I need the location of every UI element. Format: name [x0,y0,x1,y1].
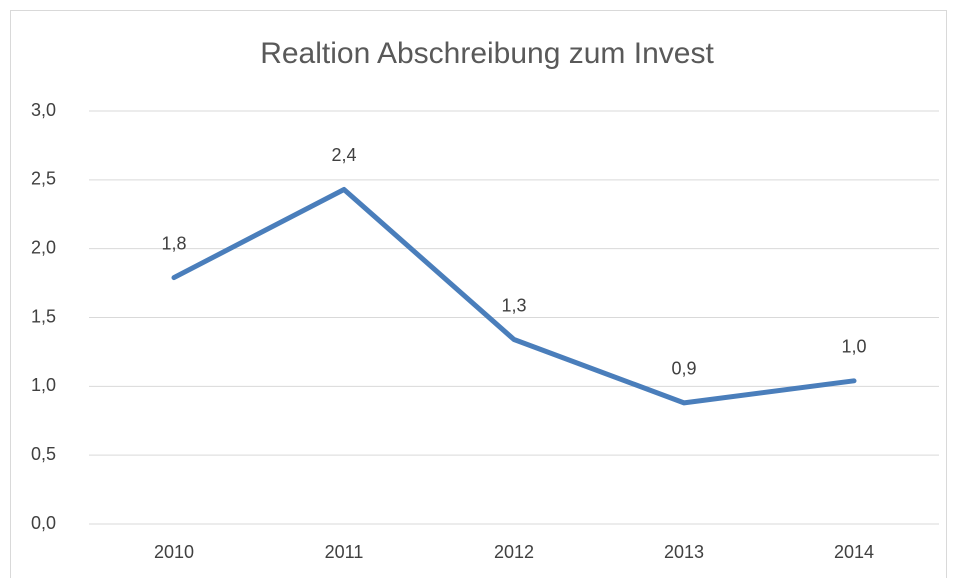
x-tick-label: 2012 [494,542,534,562]
y-tick-label: 2,0 [31,237,56,257]
y-tick-label: 1,0 [31,375,56,395]
data-label: 0,9 [671,359,696,379]
line [171,186,857,406]
data-label: 2,4 [331,145,356,165]
data-label: 1,0 [841,337,866,357]
y-tick-label: 0,0 [31,513,56,533]
x-tick-label: 2010 [154,542,194,562]
y-tick-label: 0,5 [31,444,56,464]
x-tick-label: 2011 [325,542,364,562]
chart-title: Realtion Abschreibung zum Invest [260,37,714,70]
x-tick-label: 2013 [664,542,704,562]
y-tick-label: 1,5 [31,306,56,326]
data-label: 1,3 [501,295,526,315]
y-tick-label: 3,0 [31,100,56,120]
chart-border [10,10,947,578]
y-tick-label: 2,5 [31,169,56,189]
x-tick-label: 2014 [834,542,874,562]
data-label: 1,8 [161,233,186,253]
